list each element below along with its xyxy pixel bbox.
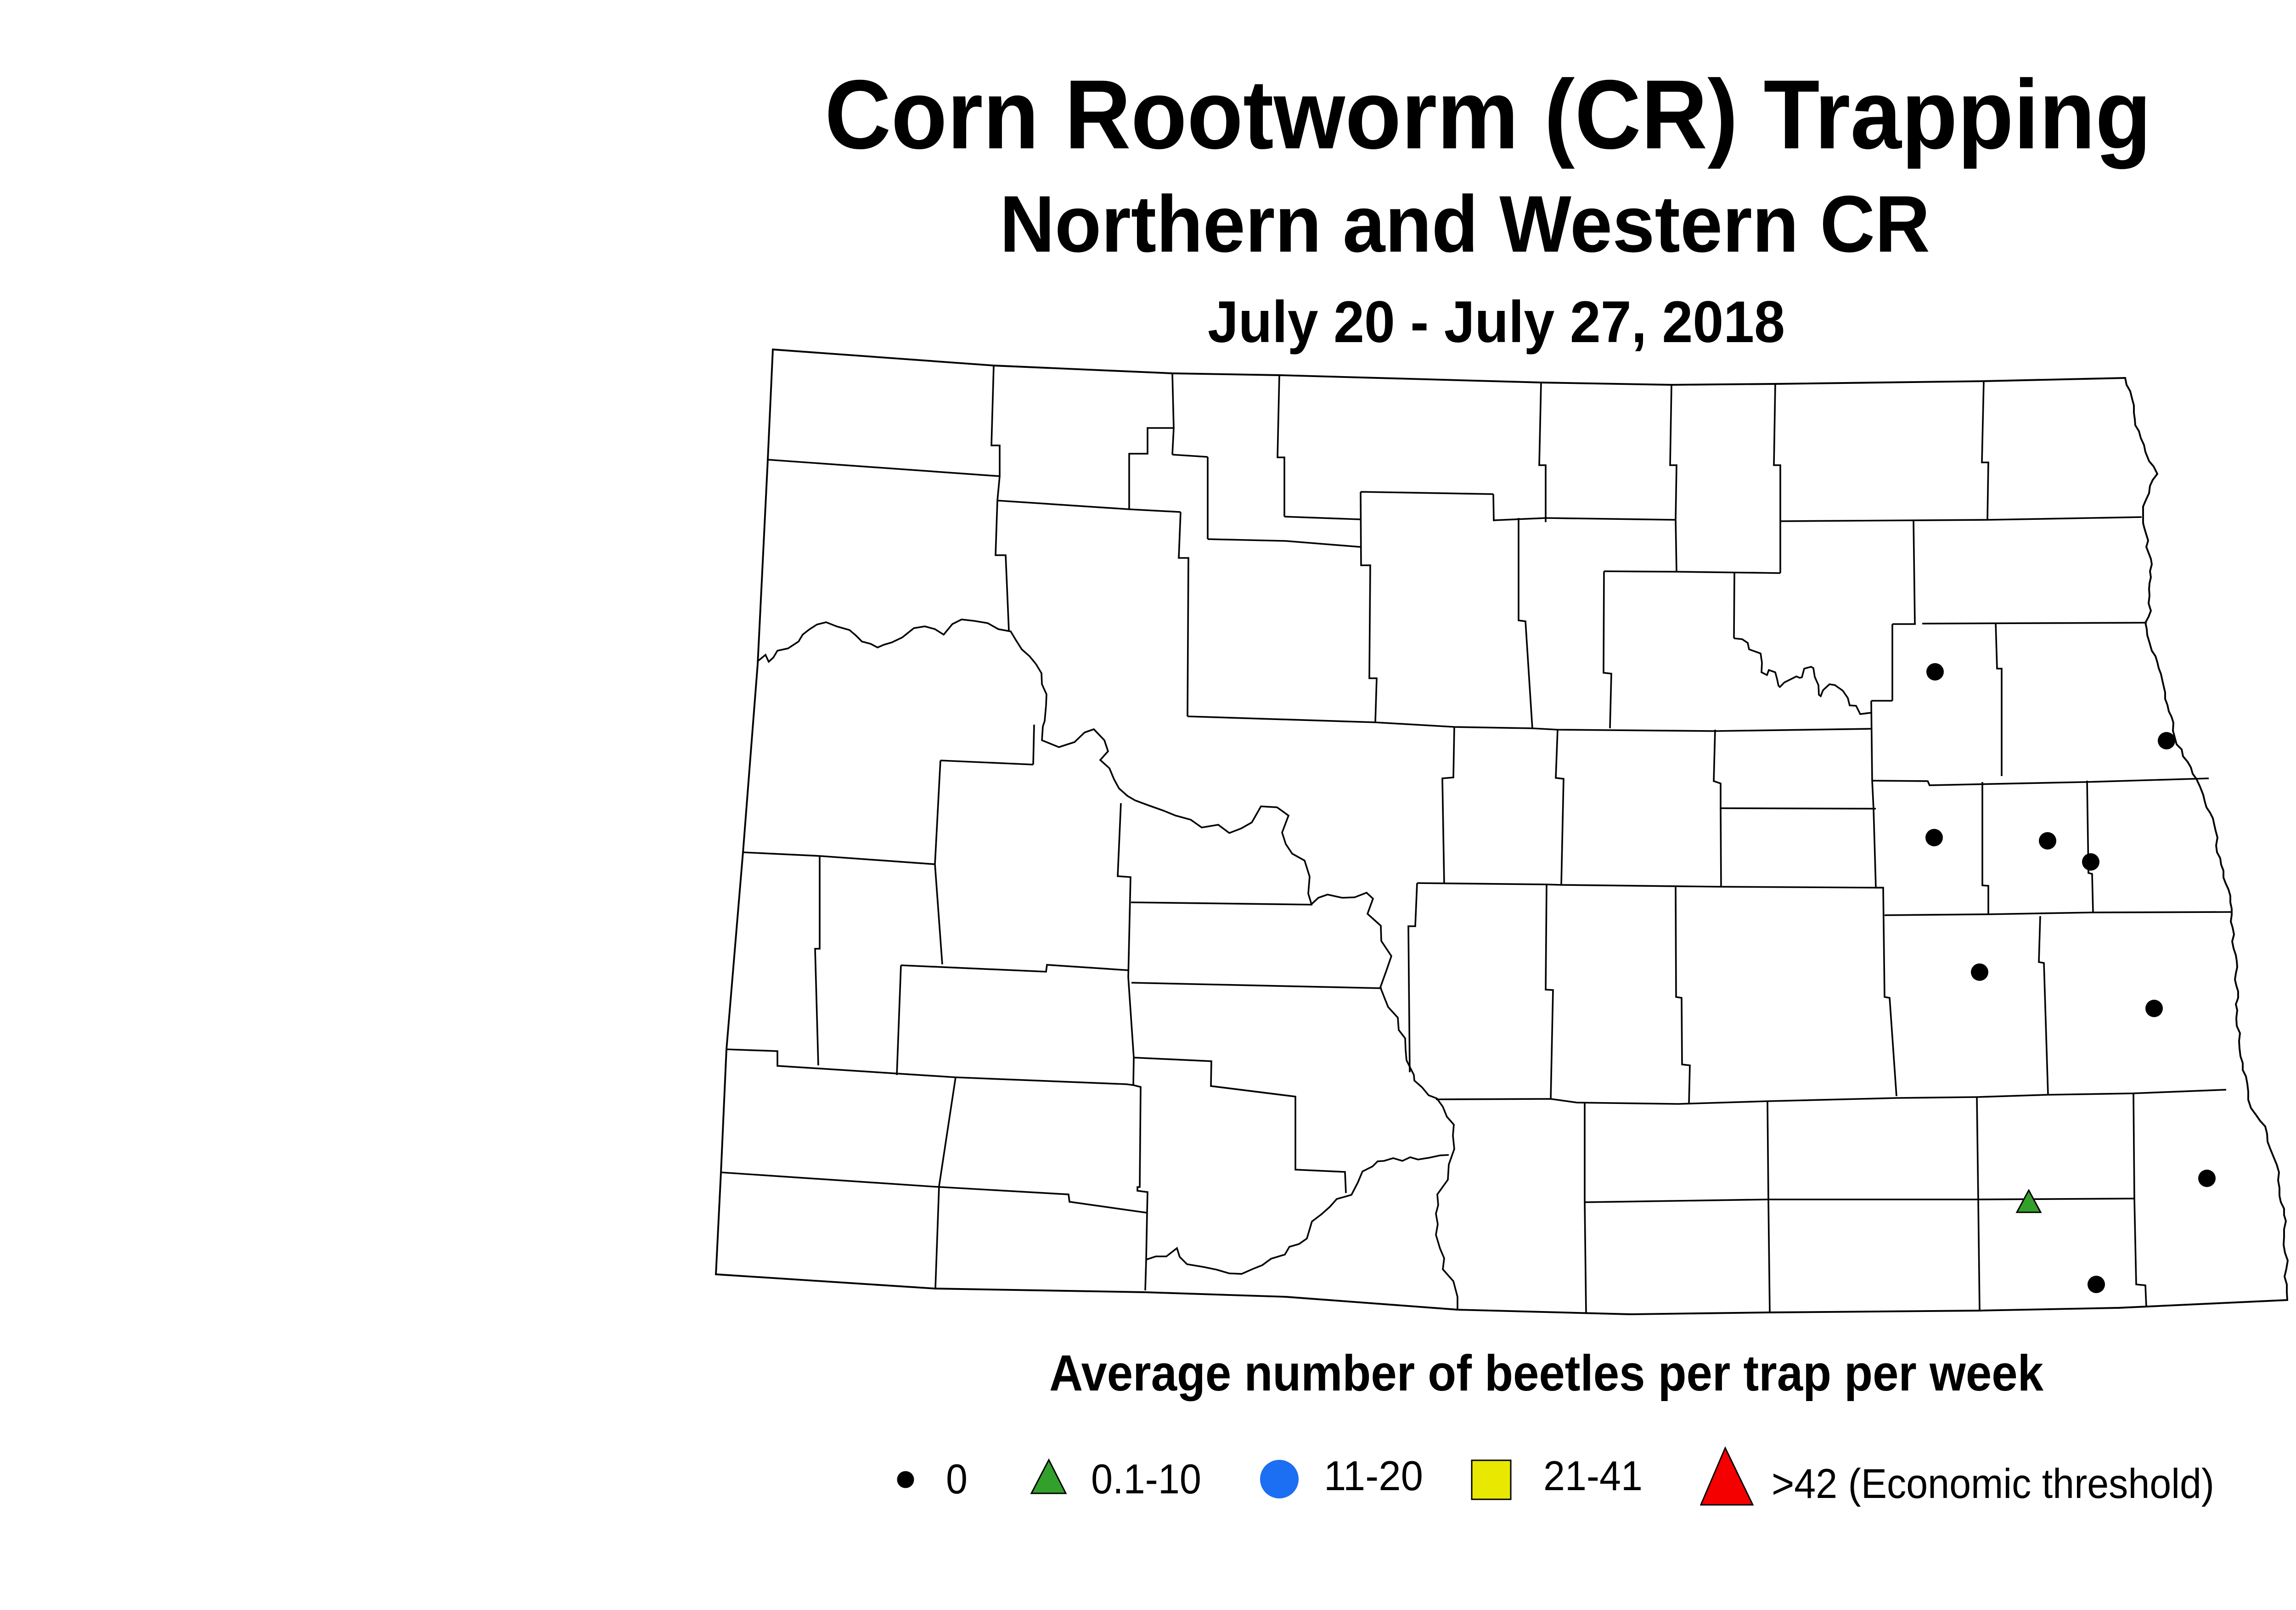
svg-text:July 20 - July 27, 2018: July 20 - July 27, 2018 <box>1208 289 1785 355</box>
svg-text:Corn Rootworm (CR) Trapping: Corn Rootworm (CR) Trapping <box>825 60 2151 169</box>
svg-text:Average number of beetles per: Average number of beetles per trap per w… <box>1049 1345 2044 1402</box>
svg-text:>42 (Economic threshold): >42 (Economic threshold) <box>1772 1461 2214 1507</box>
svg-text:21-41: 21-41 <box>1543 1453 1643 1499</box>
svg-text:Northern and Western CR: Northern and Western CR <box>1000 180 1930 269</box>
svg-text:0.1-10: 0.1-10 <box>1091 1456 1201 1503</box>
svg-text:0: 0 <box>946 1456 968 1503</box>
svg-text:11-20: 11-20 <box>1324 1453 1423 1499</box>
